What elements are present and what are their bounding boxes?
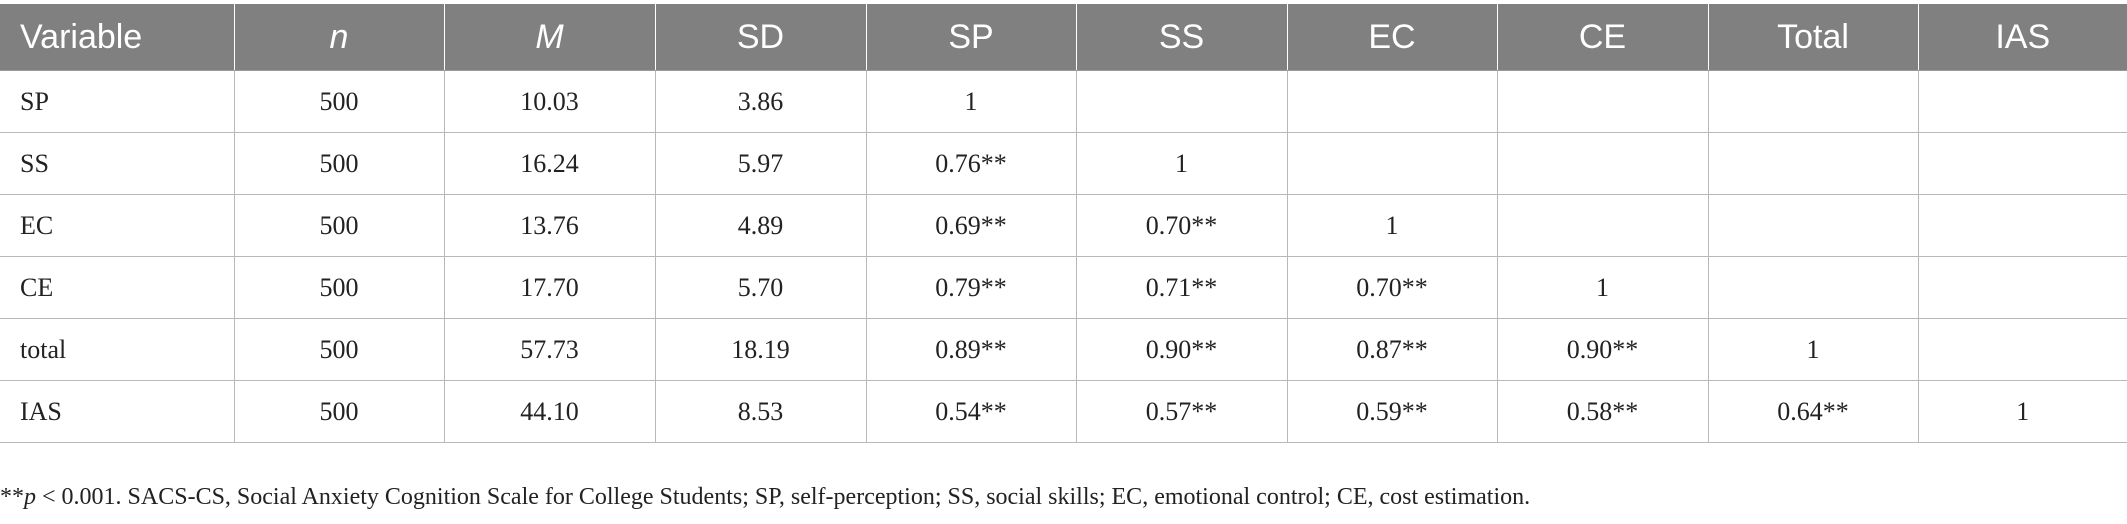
table-cell: 0.64** — [1707, 380, 1919, 443]
table-cell — [1917, 70, 2127, 133]
table-cell — [1917, 318, 2127, 381]
table-cell: 1 — [1707, 318, 1919, 381]
header-row: Variable n M SD SP SS EC CE Total IAS — [0, 4, 2127, 71]
table-cell: 0.79** — [865, 256, 1077, 319]
table-cell: 0.54** — [865, 380, 1077, 443]
table-cell: 0.59** — [1286, 380, 1498, 443]
table-cell: 16.24 — [443, 132, 656, 195]
table-cell: 500 — [233, 318, 445, 381]
column-header: SS — [1076, 4, 1288, 71]
table-cell — [1496, 132, 1709, 195]
table-row: EC 500 13.76 4.89 0.69** 0.70** 1 — [0, 194, 2127, 257]
table-body: SP 500 10.03 3.86 1 SS 500 16.24 5.97 0.76** 1 EC 50… — [0, 70, 2127, 443]
column-header: M — [444, 4, 656, 71]
table-cell: 3.86 — [654, 70, 867, 133]
table-cell — [1496, 70, 1709, 133]
column-header: Total — [1708, 4, 1919, 71]
table-cell: 0.69** — [865, 194, 1077, 257]
table-cell: 0.90** — [1496, 318, 1709, 381]
table-cell: 1 — [1286, 194, 1498, 257]
table-cell: 8.53 — [654, 380, 867, 443]
table-cell: 13.76 — [443, 194, 656, 257]
table-cell: 0.90** — [1075, 318, 1288, 381]
table-cell: 0.58** — [1496, 380, 1709, 443]
table-cell — [1707, 132, 1919, 195]
row-label-cell: CE — [0, 256, 235, 319]
table-cell: 0.57** — [1075, 380, 1288, 443]
table-row: IAS 500 44.10 8.53 0.54** 0.57** 0.59** 0.58** 0… — [0, 380, 2127, 443]
table-cell: 500 — [233, 132, 445, 195]
table-cell — [1286, 70, 1498, 133]
row-label-cell: SP — [0, 70, 235, 133]
table-cell — [1075, 70, 1288, 133]
column-header: CE — [1497, 4, 1709, 71]
table-cell — [1496, 194, 1709, 257]
column-header: Variable — [0, 4, 235, 71]
row-label-cell: SS — [0, 132, 235, 195]
table-cell: 10.03 — [443, 70, 656, 133]
table-footnote: **p < 0.001. SACS-CS, Social Anxiety Cog… — [0, 484, 1530, 511]
table-cell: 1 — [1917, 380, 2127, 443]
table-row: SP 500 10.03 3.86 1 — [0, 70, 2127, 133]
table-cell: 17.70 — [443, 256, 656, 319]
table-cell: 500 — [233, 256, 445, 319]
footnote-p-symbol: p — [24, 484, 36, 510]
table-cell: 5.70 — [654, 256, 867, 319]
table-row: CE 500 17.70 5.70 0.79** 0.71** 0.70** 1 — [0, 256, 2127, 319]
table-row: SS 500 16.24 5.97 0.76** 1 — [0, 132, 2127, 195]
table-cell: 0.71** — [1075, 256, 1288, 319]
column-header: SD — [655, 4, 867, 71]
table-cell — [1917, 256, 2127, 319]
table-cell — [1707, 70, 1919, 133]
table-cell — [1917, 194, 2127, 257]
table-cell: 0.70** — [1075, 194, 1288, 257]
table-cell — [1917, 132, 2127, 195]
table-cell — [1707, 194, 1919, 257]
row-label-cell: IAS — [0, 380, 235, 443]
table-cell: 1 — [1496, 256, 1709, 319]
column-header: EC — [1287, 4, 1498, 71]
correlation-table: Variable n M SD SP SS EC CE Total IAS SP 500 10.03 3… — [0, 4, 2127, 443]
table-header: Variable n M SD SP SS EC CE Total IAS — [0, 4, 2127, 71]
column-header: SP — [866, 4, 1077, 71]
table-cell: 0.87** — [1286, 318, 1498, 381]
footnote-text: < 0.001. SACS-CS, Social Anxiety Cogniti… — [36, 484, 1531, 510]
table-cell — [1707, 256, 1919, 319]
table-cell — [1286, 132, 1498, 195]
row-label-cell: EC — [0, 194, 235, 257]
table-cell: 500 — [233, 380, 445, 443]
table-cell: 5.97 — [654, 132, 867, 195]
table-cell: 1 — [865, 70, 1077, 133]
table-cell: 57.73 — [443, 318, 656, 381]
table-cell: 1 — [1075, 132, 1288, 195]
correlation-table-container: Variable n M SD SP SS EC CE Total IAS SP 500 10.03 3… — [0, 4, 2127, 443]
table-cell: 500 — [233, 70, 445, 133]
table-row: total 500 57.73 18.19 0.89** 0.90** 0.87** 0.90… — [0, 318, 2127, 381]
row-label-cell: total — [0, 318, 235, 381]
table-cell: 0.70** — [1286, 256, 1498, 319]
table-cell: 18.19 — [654, 318, 867, 381]
column-header: IAS — [1918, 4, 2127, 71]
table-cell: 4.89 — [654, 194, 867, 257]
footnote-prefix: ** — [0, 484, 24, 510]
table-cell: 44.10 — [443, 380, 656, 443]
table-cell: 0.89** — [865, 318, 1077, 381]
table-cell: 500 — [233, 194, 445, 257]
table-cell: 0.76** — [865, 132, 1077, 195]
column-header: n — [234, 4, 445, 71]
